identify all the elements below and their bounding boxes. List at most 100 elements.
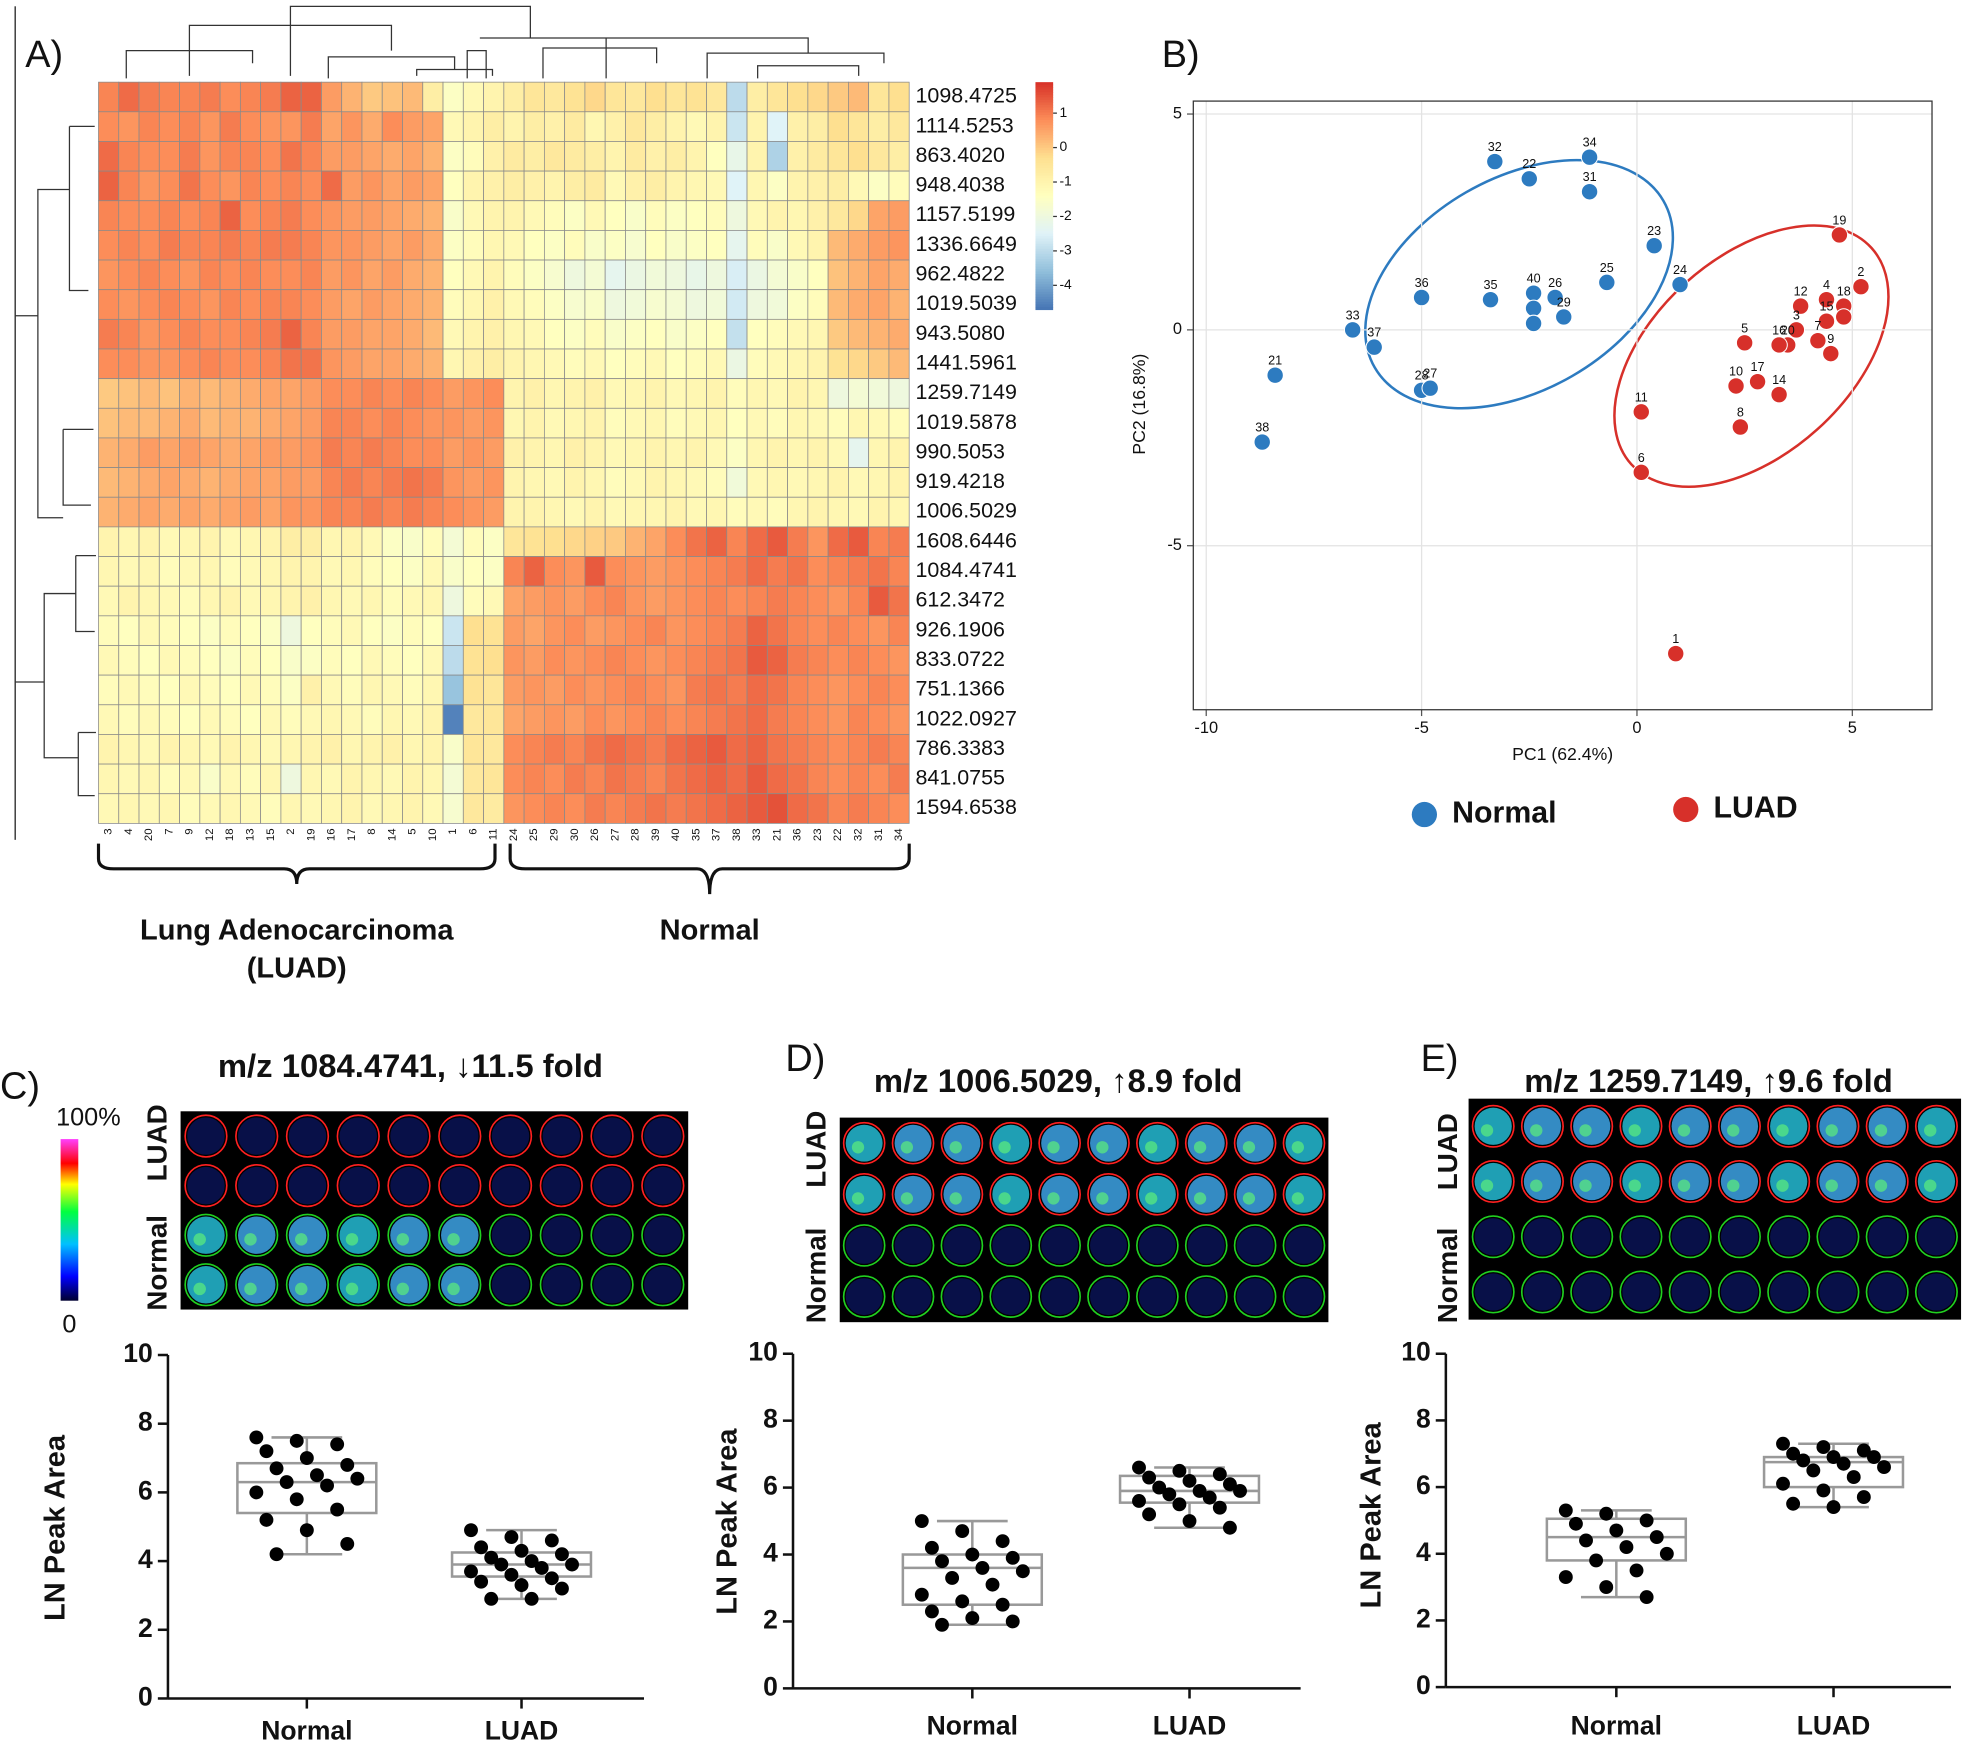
heatmap-cell xyxy=(239,556,262,587)
intensity-colorbar xyxy=(60,1139,79,1301)
msi-spot xyxy=(237,1216,276,1254)
column-label: 19 xyxy=(305,828,317,841)
heatmap-cell xyxy=(706,378,728,409)
heatmap-cell xyxy=(422,585,444,617)
msi-outline xyxy=(488,1263,533,1307)
point-label: 26 xyxy=(1548,276,1562,290)
image-row-label: Normal xyxy=(141,1215,172,1311)
heatmap-cell xyxy=(807,170,829,202)
msi-outline xyxy=(1865,1160,1909,1204)
msi-outline xyxy=(1816,1160,1860,1204)
colorbar-step xyxy=(1035,226,1054,230)
heatmap-cell xyxy=(179,437,201,468)
msi-outline xyxy=(1087,1121,1130,1165)
heatmap-cell xyxy=(503,200,525,231)
msi-outline xyxy=(1767,1160,1811,1204)
heatmap-cell xyxy=(645,200,667,231)
heatmap-cell xyxy=(503,585,525,617)
heatmap-cell xyxy=(523,407,545,439)
heatmap-cell xyxy=(848,378,870,409)
chart-title: m/z 1084.4741, ↓11.5 fold xyxy=(218,1047,603,1084)
heatmap-cell xyxy=(138,526,160,557)
msi-outline xyxy=(184,1114,228,1158)
heatmap-cell xyxy=(118,615,140,646)
msi-spot xyxy=(1138,1278,1176,1316)
heatmap-cell xyxy=(645,734,667,765)
heatmap-cell xyxy=(300,141,322,172)
heatmap-cell xyxy=(645,467,667,498)
colorbar-step xyxy=(1035,132,1054,136)
msi-outline xyxy=(1184,1275,1228,1318)
heatmap-cell xyxy=(260,526,282,557)
heatmap-cell xyxy=(442,704,464,735)
heatmap-cell xyxy=(402,734,424,765)
heatmap-cell xyxy=(98,645,120,676)
heatmap-cell xyxy=(483,111,505,142)
heatmap-cell xyxy=(483,526,505,557)
heatmap-cell xyxy=(199,734,221,765)
heatmap-cell xyxy=(300,437,322,468)
point xyxy=(1836,1456,1851,1471)
heatmap-cell xyxy=(239,259,262,291)
heatmap-cell xyxy=(341,704,363,735)
heatmap-cell xyxy=(827,200,849,231)
heatmap-cell xyxy=(726,289,748,320)
point-label: 4 xyxy=(1823,278,1830,292)
heatmap-cell xyxy=(219,645,241,676)
heatmap-cell xyxy=(787,734,809,765)
row-label: 751.1366 xyxy=(915,677,1004,701)
heatmap-cell xyxy=(361,437,383,468)
heatmap-cell xyxy=(848,230,870,261)
heatmap-cell xyxy=(726,556,748,587)
msi-spot xyxy=(593,1266,631,1304)
heatmap-cell xyxy=(523,585,545,617)
msi-outline xyxy=(235,1263,279,1307)
heatmap-cell xyxy=(361,378,383,409)
msi-outline xyxy=(1668,1215,1712,1259)
column-label: 17 xyxy=(346,828,358,841)
heatmap-cell xyxy=(300,704,322,735)
heatmap-cell xyxy=(766,200,788,231)
point-label: 36 xyxy=(1415,276,1429,290)
heatmap-cell xyxy=(827,259,849,291)
point-label: 32 xyxy=(1488,140,1502,154)
point xyxy=(1253,433,1271,451)
msi-spot xyxy=(1720,1273,1759,1311)
point xyxy=(1142,1470,1157,1485)
heatmap-cell xyxy=(280,141,302,172)
msi-speck xyxy=(447,1233,460,1246)
colorbar-step xyxy=(1035,137,1054,141)
heatmap-cell xyxy=(118,81,140,113)
msi-speck xyxy=(1727,1179,1740,1192)
msi-outline xyxy=(1184,1224,1228,1267)
image-row-label: LUAD xyxy=(141,1104,172,1181)
point xyxy=(985,1577,1000,1592)
heatmap-cell xyxy=(584,437,606,468)
heatmap-cell xyxy=(422,378,444,409)
colorbar-step xyxy=(1035,228,1054,232)
colorbar-step xyxy=(1035,274,1054,278)
heatmap-cell xyxy=(179,200,201,231)
heatmap-cell xyxy=(381,704,403,735)
heatmap-cell xyxy=(888,704,910,735)
heatmap-cell xyxy=(868,645,890,676)
heatmap-cell xyxy=(503,645,525,676)
heatmap-cell xyxy=(584,407,606,439)
point xyxy=(1776,1436,1790,1451)
heatmap-cell xyxy=(381,615,403,646)
msi-spot xyxy=(894,1124,932,1162)
point xyxy=(340,1536,355,1551)
heatmap-cell xyxy=(199,170,221,202)
heatmap-cell xyxy=(361,704,383,735)
msi-speck xyxy=(193,1233,206,1246)
heatmap-cell xyxy=(726,141,748,172)
point xyxy=(1152,1480,1167,1495)
heatmap-cell xyxy=(361,111,383,142)
heatmap-cell xyxy=(766,615,788,646)
msi-outline xyxy=(590,1114,634,1158)
heatmap-cell xyxy=(584,200,606,231)
heatmap-cell xyxy=(239,674,262,706)
column-label: 24 xyxy=(508,828,520,841)
heatmap-cell xyxy=(584,348,606,380)
colorbar-step xyxy=(1035,238,1054,242)
